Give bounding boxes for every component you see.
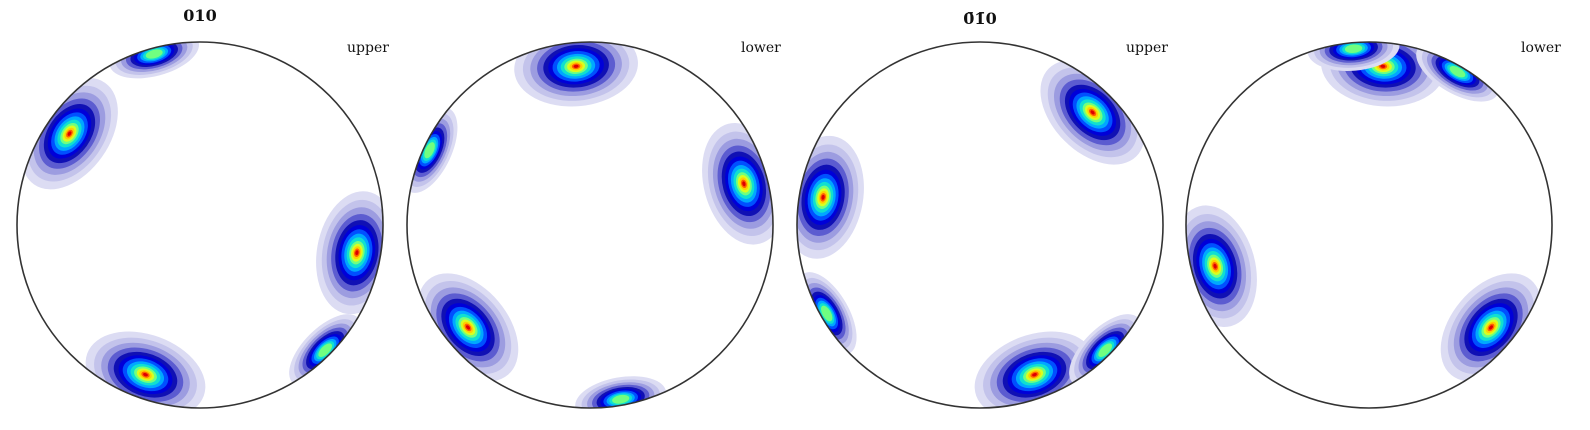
density-peak bbox=[417, 273, 519, 382]
pole-figure-boundary bbox=[796, 41, 1164, 409]
density-peak bbox=[1321, 42, 1445, 107]
pole-figure-density-4 bbox=[1186, 42, 1542, 382]
density-peak bbox=[1069, 314, 1142, 387]
pole-figure-boundary bbox=[1185, 41, 1553, 409]
pole-figure-density-2 bbox=[407, 42, 773, 408]
panel-title-0bar10: 0̄1̄0 bbox=[963, 9, 997, 28]
panel-title-010: 010 bbox=[183, 6, 217, 25]
pole-figure-density-3 bbox=[797, 60, 1145, 408]
hemisphere-label-upper-1: upper bbox=[347, 40, 389, 56]
density-peak bbox=[1040, 60, 1145, 165]
density-peak bbox=[289, 314, 362, 387]
density-peak bbox=[797, 135, 864, 259]
pole-figure-boundary bbox=[406, 41, 774, 409]
density-peak bbox=[407, 107, 458, 193]
pole-figure-boundary bbox=[16, 41, 384, 409]
density-peak bbox=[702, 123, 773, 245]
hemisphere-label-lower-2: lower bbox=[1521, 40, 1561, 56]
pole-figure-density-1 bbox=[21, 42, 383, 408]
density-peak bbox=[514, 42, 638, 107]
density-peak bbox=[575, 376, 667, 408]
density-peak bbox=[109, 42, 199, 79]
density-peak bbox=[797, 272, 857, 355]
density-peak bbox=[1416, 42, 1499, 102]
hemisphere-label-lower-1: lower bbox=[741, 40, 781, 56]
hemisphere-label-upper-2: upper bbox=[1126, 40, 1168, 56]
density-peak bbox=[1186, 205, 1257, 327]
density-peak bbox=[316, 191, 383, 315]
density-peak bbox=[1440, 273, 1542, 382]
density-peak bbox=[85, 331, 206, 408]
